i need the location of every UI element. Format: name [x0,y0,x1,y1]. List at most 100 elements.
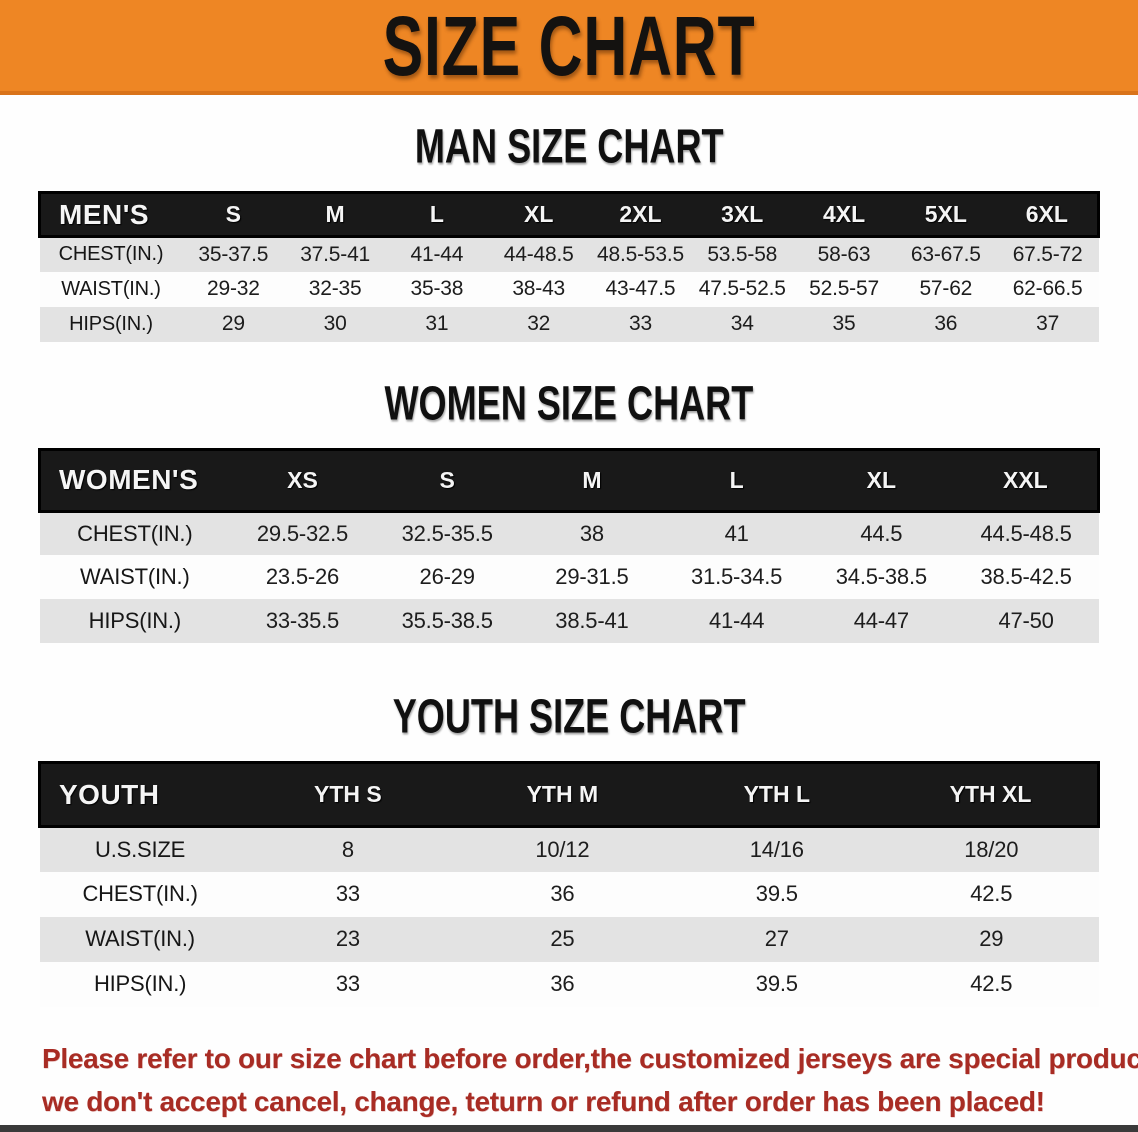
women-table-header-row: WOMEN'S XS S M L XL XXL [38,447,1100,513]
size-value: 35 [832,312,856,335]
size-value: 31.5-34.5 [691,564,783,589]
row-label: WAIST(IN.) [85,926,195,951]
column-header: L [664,447,809,513]
table-row: CHEST(IN.) 35-37.5 37.5-41 41-44 44-48.5 48.5… [39,236,1099,272]
size-value: 62-66.5 [1012,277,1083,300]
row-label: CHEST(IN.) [82,881,198,906]
table-row: HIPS(IN.) 29 30 31 32 33 34 35 36 37 [39,306,1099,342]
size-value: 29 [221,312,245,335]
size-value: 47.5-52.5 [698,277,786,300]
bottom-divider-bar [0,1125,1138,1132]
column-header: YTH S [240,761,456,828]
column-header: S [374,447,520,513]
column-header: XS [230,447,375,513]
size-value: 37.5-41 [300,242,371,266]
row-label: CHEST(IN.) [58,243,164,266]
disclaimer-line-2: we don't accept cancel, change, teturn o… [42,1085,1045,1117]
column-header: XL [487,191,590,238]
section-men: MAN SIZE CHART MEN'S S M L XL 2XL 3XL 4XL 5XL 6XL… [0,119,1138,342]
section-youth: YOUTH SIZE CHART YOUTH YTH S YTH M YTH L YTH… [0,689,1138,1007]
size-value: 34.5-38.5 [835,564,927,589]
size-value: 35.5-38.5 [401,608,493,633]
size-value: 43-47.5 [605,277,676,300]
size-value: 33 [628,312,652,335]
women-size-table: WOMEN'S XS S M L XL XXL CHEST(IN.) 29.5-32.5 32.… [38,447,1100,643]
size-value: 67.5-72 [1012,242,1083,266]
disclaimer: Please refer to our size chart before or… [42,1037,1138,1124]
size-value: 32.5-35.5 [401,520,493,546]
size-value: 41-44 [410,242,464,266]
size-value: 32-35 [308,277,362,300]
size-value: 34 [730,312,754,335]
size-value: 39.5 [755,971,798,996]
size-value: 58-63 [817,242,871,266]
table-row: U.S.SIZE 8 10/12 14/16 18/20 [39,826,1099,872]
column-header: XL [808,447,954,513]
men-section-heading: MAN SIZE CHART [0,119,1138,174]
row-label: WAIST(IN.) [79,564,190,589]
row-label: HIPS(IN.) [93,971,187,996]
size-value: 42.5 [970,881,1013,906]
size-value: 47-50 [998,608,1054,633]
size-value: 63-67.5 [910,242,981,266]
size-value: 33 [335,881,360,906]
size-value: 39.5 [755,881,798,906]
section-women: WOMEN SIZE CHART WOMEN'S XS S M L XL XXL CHEST… [0,376,1138,643]
row-label: CHEST(IN.) [77,520,193,546]
men-section-heading-text: MAN SIZE CHART [414,119,724,174]
table-title: MEN'S [38,191,183,238]
size-value: 18/20 [964,836,1019,862]
youth-section-heading-text: YOUTH SIZE CHART [392,689,746,744]
row-label: U.S.SIZE [95,836,186,862]
column-header: S [182,191,285,238]
youth-table-header-row: YOUTH YTH S YTH M YTH L YTH XL [37,761,1101,828]
size-value: 23 [335,926,360,951]
page-title: SIZE CHART [382,0,756,94]
size-value: 41 [724,520,749,546]
size-value: 33 [335,971,360,996]
column-header: 4XL [793,191,895,238]
size-value: 8 [341,836,354,862]
column-header: YTH L [669,761,885,828]
size-value: 35-38 [410,277,464,300]
size-value: 29-32 [206,277,260,300]
column-header: L [386,191,488,238]
size-value: 32 [527,312,551,335]
size-value: 37 [1036,312,1060,335]
size-value: 10/12 [535,836,590,862]
row-label: WAIST(IN.) [61,277,161,300]
table-row: WAIST(IN.) 29-32 32-35 35-38 38-43 43-47.5 47.… [39,271,1099,307]
row-label: HIPS(IN.) [69,312,153,335]
women-section-heading-text: WOMEN SIZE CHART [384,376,754,430]
column-header: M [519,447,665,513]
size-value: 23.5-26 [265,564,340,589]
column-header: 6XL [996,191,1100,238]
size-value: 36 [550,971,575,996]
column-header: XXL [953,447,1100,513]
column-header: YTH M [455,761,670,828]
table-row: WAIST(IN.) 23.5-26 26-29 29-31.5 31.5-34.5 34… [39,555,1099,599]
size-value: 44.5 [860,520,903,546]
women-section-heading: WOMEN SIZE CHART [0,376,1138,430]
table-row: CHEST(IN.) 29.5-32.5 32.5-35.5 38 41 44.5 44.5… [39,511,1099,555]
size-value: 38.5-42.5 [980,564,1072,589]
size-value: 41-44 [708,608,765,633]
size-value: 57-62 [919,277,973,300]
size-value: 14/16 [749,836,804,862]
size-value: 36 [934,312,958,335]
column-header: 3XL [691,191,794,238]
column-header: 5XL [894,191,997,238]
table-row: HIPS(IN.) 33-35.5 35.5-38.5 38.5-41 41-44 44-… [39,599,1099,643]
size-value: 48.5-53.5 [597,242,684,266]
column-header: M [284,191,387,238]
size-value: 25 [550,926,575,951]
size-value: 30 [323,312,347,335]
column-header: 2XL [589,191,692,238]
youth-size-table: YOUTH YTH S YTH M YTH L YTH XL U.S.SIZE 8 10/1… [37,761,1101,1007]
size-value: 53.5-58 [707,242,778,266]
size-value: 31 [425,312,449,335]
table-title: YOUTH [37,761,241,828]
size-value: 33-35.5 [265,608,340,633]
table-title: WOMEN'S [38,447,231,513]
